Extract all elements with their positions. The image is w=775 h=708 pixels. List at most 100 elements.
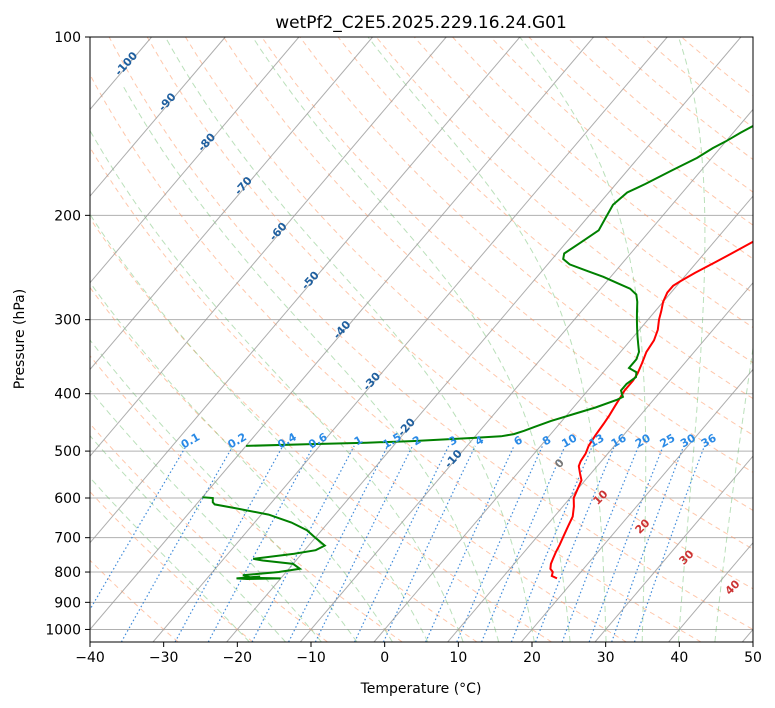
dry-adiabat	[90, 146, 627, 642]
dry-adiabat	[413, 37, 753, 329]
mixing-ratio-label: 20	[633, 431, 653, 450]
background-lines	[0, 37, 753, 642]
dry-adiabat	[681, 37, 753, 97]
dry-adiabat	[90, 286, 478, 642]
isotherm-label: -90	[156, 90, 179, 114]
dry-adiabat	[642, 37, 753, 128]
moist-adiabat	[90, 434, 286, 642]
mixing-ratio-label: 25	[658, 431, 678, 450]
dry-adiabat	[90, 217, 552, 642]
x-tick-label: −30	[149, 650, 179, 666]
mixing-ratio-label: 0.2	[226, 430, 249, 451]
isotherm-line	[226, 37, 742, 642]
y-axis-label: Pressure (hPa)	[12, 289, 28, 389]
x-tick-label: 30	[597, 650, 615, 666]
moist-adiabat	[678, 37, 706, 642]
isotherm-label: -50	[299, 269, 322, 293]
isotherm-line	[152, 37, 668, 642]
dry-adiabat	[108, 37, 753, 630]
temperature-profile	[549, 240, 753, 580]
y-tick-label: 100	[54, 30, 81, 46]
dry-adiabat	[90, 491, 254, 642]
isotherm-line	[90, 37, 447, 457]
mixing-ratio-line	[588, 445, 664, 642]
isotherm-line	[90, 37, 300, 284]
moist-adiabat	[90, 213, 429, 642]
dry-adiabat	[299, 37, 753, 436]
y-axis: 100 200 300 400 500 600 700 800 900 1000	[45, 30, 90, 638]
mixing-ratio-line	[456, 445, 544, 642]
x-tick-label: −10	[296, 650, 326, 666]
mixing-ratio-label: 0.4	[275, 430, 299, 451]
mixing-ratio-label: 10	[560, 431, 580, 450]
isotherm-line	[594, 455, 753, 642]
mixing-ratio-line	[633, 445, 706, 642]
mixing-ratio-line	[611, 445, 685, 642]
isotherm-line	[0, 37, 4, 642]
moist-adiabat	[121, 83, 500, 642]
y-tick-label: 600	[54, 491, 81, 507]
mixing-ratio-label: 0.6	[306, 430, 330, 451]
moist-adiabat-label: 30	[677, 547, 697, 567]
x-tick-label: 20	[523, 650, 541, 666]
moist-adiabat-label: 40	[723, 577, 743, 597]
mixing-ratio-line	[561, 445, 640, 642]
moist-adiabat-label: 0	[552, 456, 567, 471]
isotherm-label: -40	[331, 318, 354, 342]
moist-adiabat	[90, 389, 322, 642]
mixing-ratio-label: 30	[678, 431, 698, 450]
isotherm-line	[90, 37, 226, 197]
dewpoint-profile-lower	[202, 496, 327, 581]
x-tick-label: −40	[75, 650, 105, 666]
moist-adiabat	[90, 129, 464, 642]
dry-adiabat	[90, 559, 179, 642]
mixing-ratio-label: 13	[587, 431, 607, 450]
dry-adiabat	[490, 37, 753, 260]
mixing-ratio-line	[120, 445, 234, 642]
isotherm-label: -60	[267, 220, 290, 244]
mixing-ratio-line	[481, 445, 566, 642]
mixing-ratio-line	[382, 445, 476, 642]
dewpoint-profile-upper	[245, 124, 753, 447]
mixing-ratio-line	[288, 445, 389, 642]
y-tick-label: 800	[54, 565, 81, 581]
isotherm-line	[299, 108, 753, 642]
isotherm-label: -100	[112, 49, 140, 78]
y-tick-label: 400	[54, 387, 81, 403]
mixing-ratio-line	[354, 445, 450, 642]
mixing-ratio-line	[90, 445, 187, 611]
y-tick-label: 500	[54, 444, 81, 460]
isotherm-label: -10	[442, 447, 465, 471]
isotherm-label: -30	[360, 370, 383, 394]
moist-adiabat	[90, 476, 250, 642]
x-tick-label: 40	[670, 650, 688, 666]
plot-labels: -100-90-80-70-60-50-40-30-20-100.1 0.2 0.4…	[112, 49, 743, 598]
y-tick-label: 900	[54, 595, 81, 611]
x-tick-label: 50	[744, 650, 762, 666]
x-tick-label: 10	[449, 650, 467, 666]
mixing-ratio-line	[314, 445, 414, 642]
isotherm-line	[741, 628, 753, 642]
x-tick-label: 0	[380, 650, 389, 666]
isotherm-label: -70	[232, 174, 255, 198]
mixing-ratio-line	[174, 445, 284, 642]
y-tick-label: 200	[54, 208, 81, 224]
dry-adiabat	[146, 37, 753, 590]
isotherm-label: -80	[195, 130, 218, 154]
y-tick-label: 300	[54, 313, 81, 329]
isotherm-line	[90, 37, 521, 544]
dry-adiabat	[223, 37, 753, 512]
moist-adiabat	[90, 281, 393, 642]
mixing-ratio-label: 16	[609, 431, 629, 450]
moist-adiabat	[714, 344, 753, 642]
moist-adiabat	[252, 37, 571, 642]
chart-title: wetPf2_C2E5.2025.229.16.24.G01	[275, 13, 567, 33]
moist-adiabat	[164, 37, 535, 642]
mixing-ratio-label: 36	[699, 431, 719, 450]
dry-adiabat	[375, 37, 753, 364]
x-axis: −40 −30 −20 −10 0 10 20 30 40 50	[75, 642, 762, 666]
isotherm-line	[90, 37, 373, 371]
mixing-ratio-label: 8	[540, 433, 553, 448]
plot-frame	[89, 36, 754, 643]
